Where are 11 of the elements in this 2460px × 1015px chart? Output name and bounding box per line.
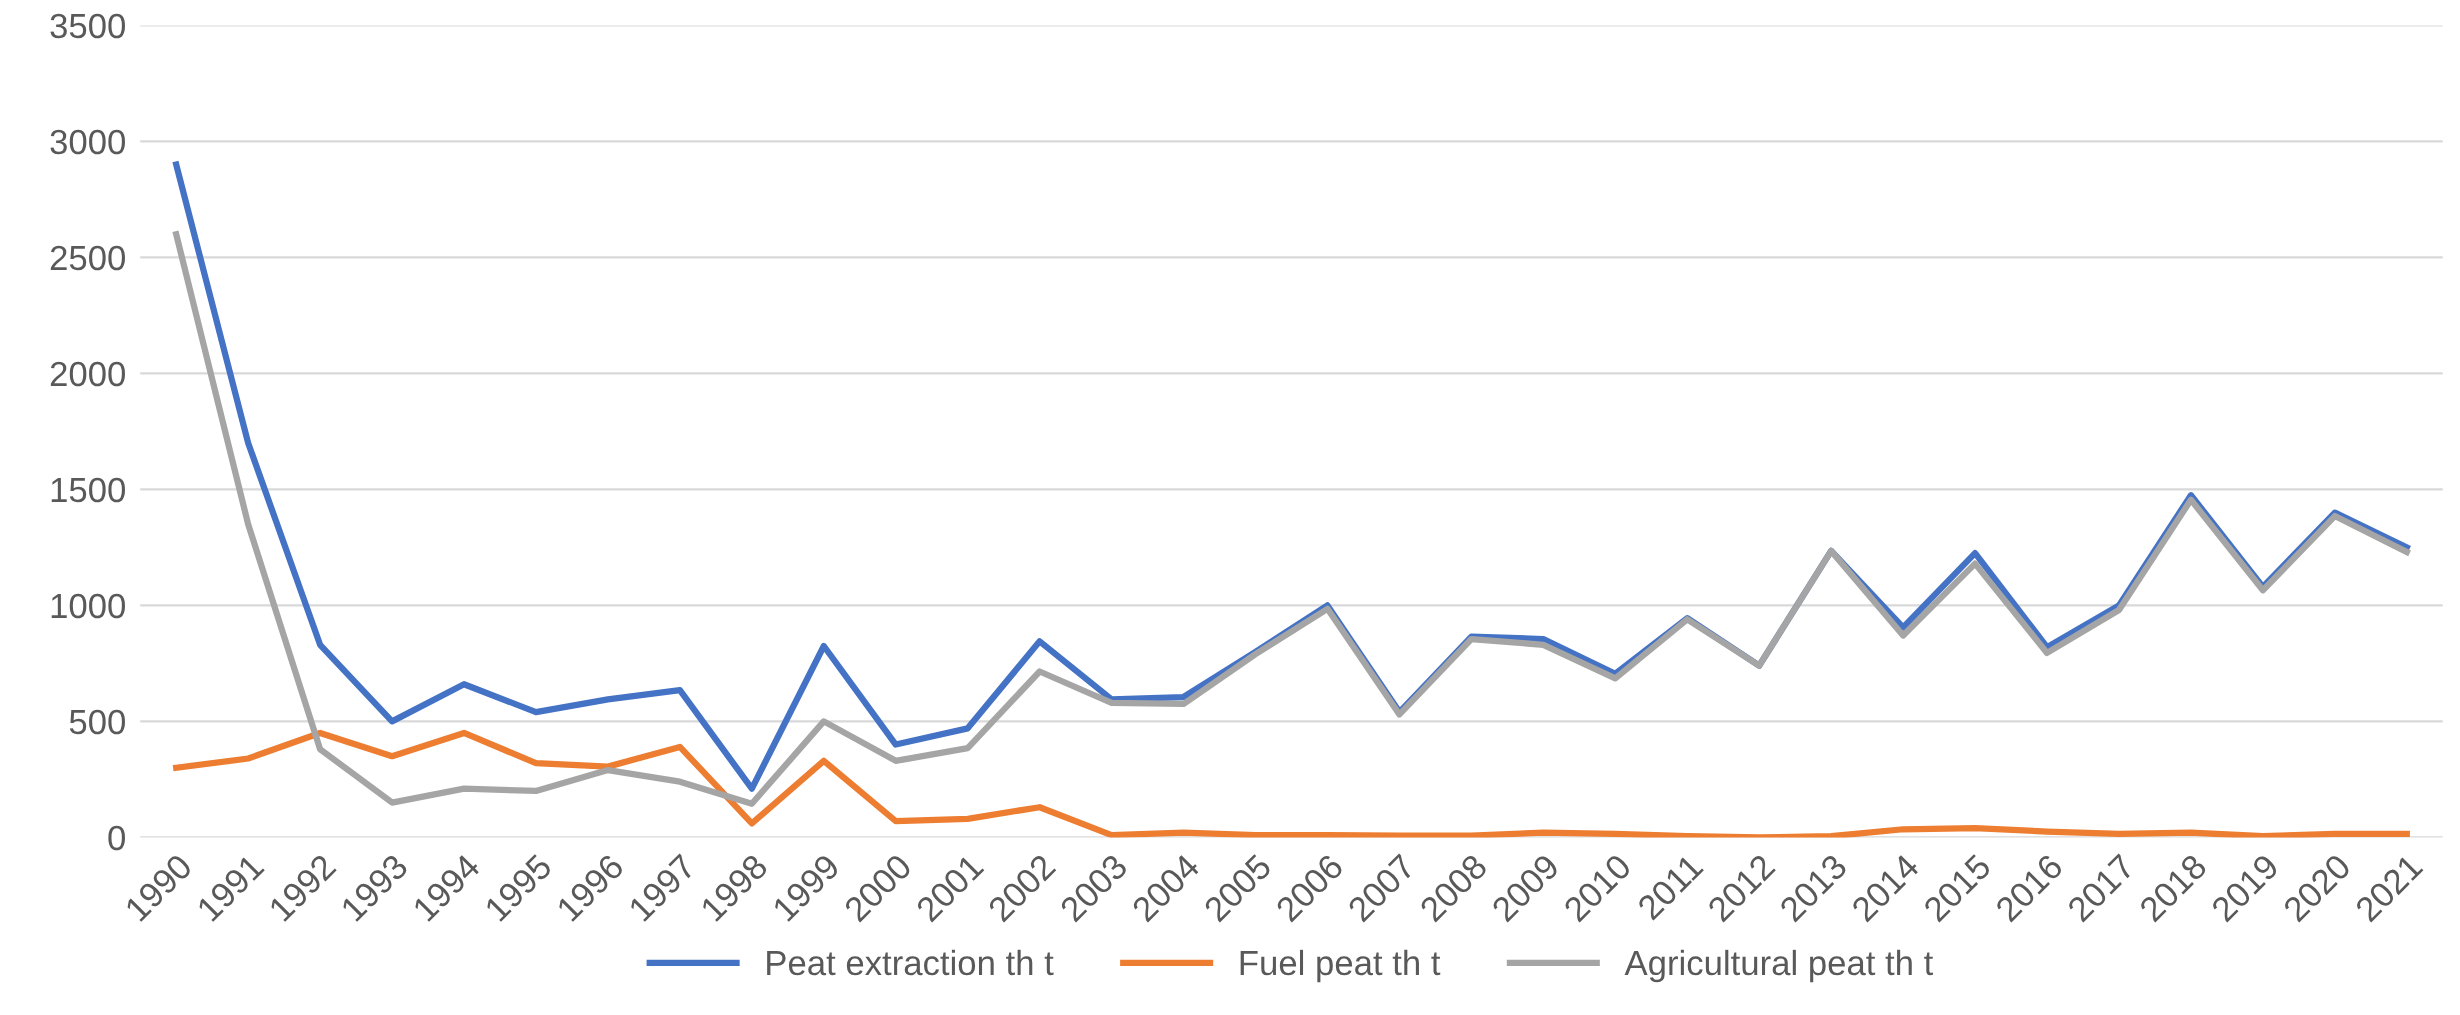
legend-label: Agricultural peat th t bbox=[1624, 949, 1934, 983]
y-tick-label: 2500 bbox=[50, 245, 125, 271]
y-tick-label: 2000 bbox=[50, 361, 125, 387]
y-tick-label: 1000 bbox=[51, 593, 125, 619]
y-tick-label: 3500 bbox=[50, 13, 125, 39]
y-tick-label: 0 bbox=[108, 825, 125, 851]
y-tick-label: 1500 bbox=[51, 477, 125, 503]
legend-label: Fuel peat th t bbox=[1240, 949, 1441, 983]
y-tick-label: 3000 bbox=[50, 129, 125, 155]
y-tick-label: 500 bbox=[69, 709, 125, 735]
legend-label: Peat extraction th t bbox=[767, 949, 1054, 976]
